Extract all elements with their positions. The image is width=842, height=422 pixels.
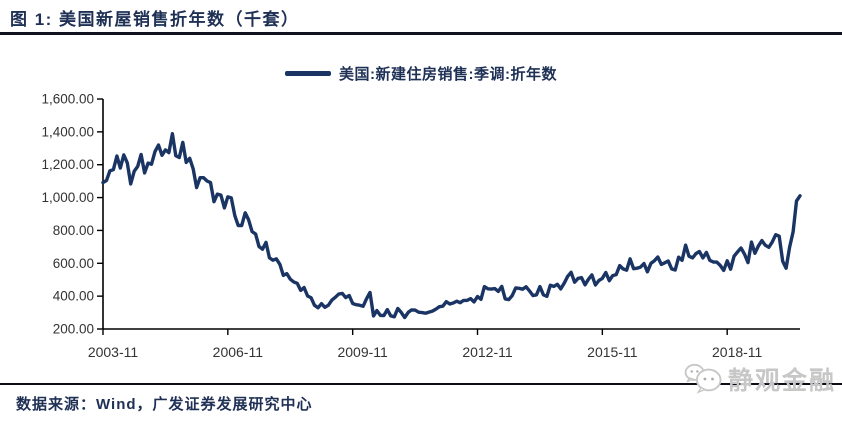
- series-line-new-home-sales: [101, 131, 802, 320]
- wechat-icon: [684, 363, 722, 394]
- y-tick-label: 1,600.00: [41, 92, 94, 107]
- y-tick-label: 800.00: [53, 223, 94, 238]
- x-tick-label: 2015-11: [587, 344, 638, 360]
- legend-label: 美国:新建住房销售:季调:折年数: [339, 66, 557, 83]
- y-tick-label: 200.00: [53, 322, 94, 337]
- x-tick-label: 2018-11: [712, 344, 763, 360]
- title-divider: [0, 32, 842, 35]
- y-tick-label: 400.00: [53, 289, 94, 304]
- legend-line-swatch: [285, 71, 331, 76]
- chart-legend: 美国:新建住房销售:季调:折年数: [0, 63, 842, 84]
- y-tick-label: 600.00: [53, 256, 94, 271]
- x-tick-label: 2009-11: [337, 344, 388, 360]
- x-tick-label: 2006-11: [213, 344, 264, 360]
- data-source-text: 数据来源：Wind，广发证券发展研究中心: [16, 396, 313, 413]
- figure-title: 图 1: 美国新屋销售折年数（千套）: [10, 10, 300, 29]
- watermark: 静观金融: [683, 361, 836, 397]
- x-tick-label: 2003-11: [88, 344, 139, 360]
- footer-divider: [0, 383, 842, 385]
- y-tick-label: 1,200.00: [41, 157, 94, 172]
- watermark-label: 静观金融: [727, 367, 836, 395]
- y-tick-label: 1,400.00: [41, 124, 94, 139]
- y-tick-label: 1,000.00: [41, 190, 94, 205]
- x-tick-label: 2012-11: [462, 344, 513, 360]
